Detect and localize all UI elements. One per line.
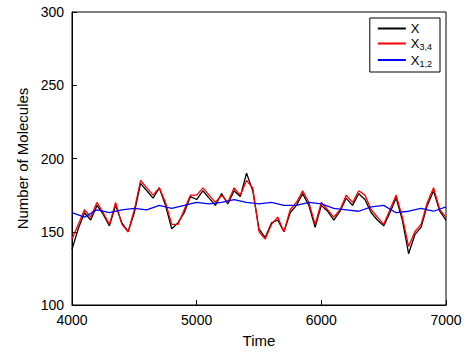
svg-text:100: 100 bbox=[41, 297, 65, 313]
svg-text:6000: 6000 bbox=[306, 312, 337, 328]
svg-text:5000: 5000 bbox=[181, 312, 212, 328]
svg-text:3,4: 3,4 bbox=[419, 42, 432, 52]
svg-text:150: 150 bbox=[41, 224, 65, 240]
svg-text:7000: 7000 bbox=[430, 312, 461, 328]
svg-text:200: 200 bbox=[41, 151, 65, 167]
svg-text:Time: Time bbox=[243, 332, 276, 349]
svg-text:250: 250 bbox=[41, 77, 65, 93]
svg-text:1,2: 1,2 bbox=[419, 59, 432, 69]
svg-text:300: 300 bbox=[41, 4, 65, 20]
svg-text:Number of Molecules: Number of Molecules bbox=[14, 88, 31, 230]
svg-text:X: X bbox=[411, 53, 420, 68]
svg-text:4000: 4000 bbox=[56, 312, 87, 328]
svg-text:X: X bbox=[411, 21, 420, 36]
svg-text:X: X bbox=[411, 36, 420, 51]
